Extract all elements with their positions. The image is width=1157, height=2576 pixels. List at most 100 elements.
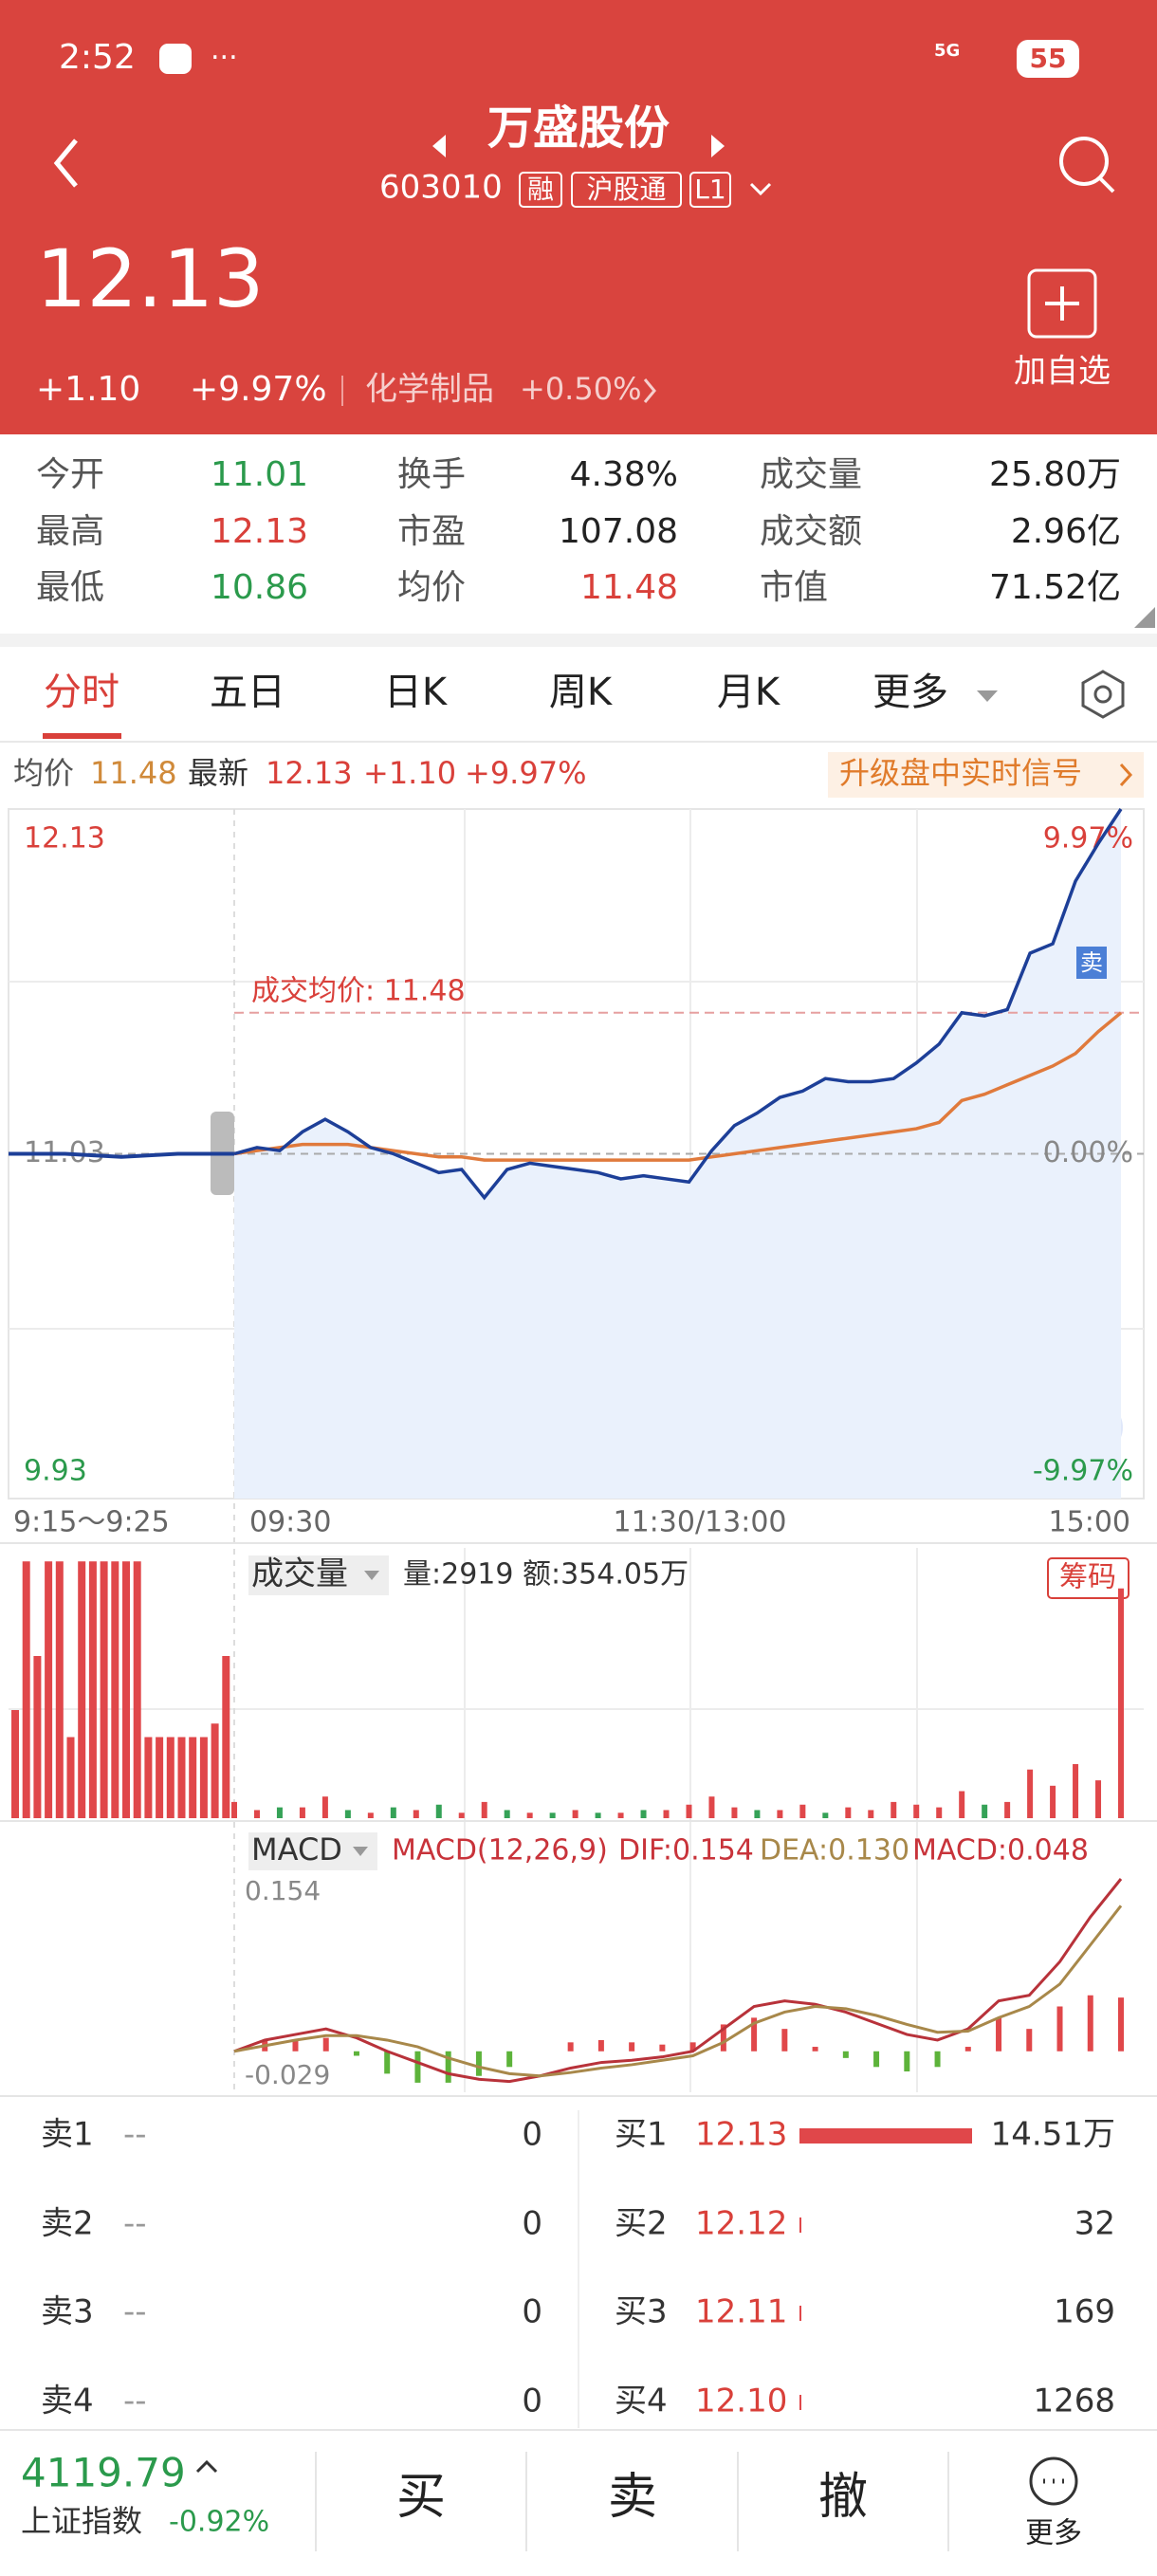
sell-marker-label: 卖 xyxy=(1080,949,1103,976)
back-button[interactable] xyxy=(53,138,78,188)
bid-bar xyxy=(799,2128,972,2144)
volume-bar xyxy=(549,1812,556,1818)
code-dropdown[interactable] xyxy=(749,182,772,196)
bid-price: 12.13 xyxy=(695,2116,787,2154)
plus-icon xyxy=(1045,286,1079,321)
tab-underline xyxy=(43,733,121,739)
premarket-volume-bar xyxy=(111,1561,119,1818)
macd-selector[interactable] xyxy=(248,1832,377,1870)
dif-label: DIF:0.154 xyxy=(618,1834,754,1868)
tab[interactable]: 更多 xyxy=(872,671,948,714)
promo[interactable]: 升级盘中实时信号 xyxy=(839,755,1082,791)
add-watch-label[interactable]: 加自选 xyxy=(1014,353,1111,391)
tag-box xyxy=(519,172,562,208)
volume-bar xyxy=(458,1812,465,1818)
volume-bar xyxy=(731,1807,738,1818)
tag-box xyxy=(689,172,731,208)
macd-params: MACD(12,26,9) xyxy=(392,1834,608,1868)
volume-bar xyxy=(663,1810,670,1818)
premarket-volume-bar xyxy=(11,1710,19,1818)
promo-arrow xyxy=(1119,763,1133,787)
volume-dropdown xyxy=(364,1571,379,1580)
macd-dropdown xyxy=(353,1847,368,1856)
ask-level: 卖4 xyxy=(41,2383,94,2420)
bid-volume: 32 xyxy=(1074,2205,1115,2243)
footer-button[interactable]: 卖 xyxy=(608,2469,657,2526)
premarket-volume-bar xyxy=(45,1561,53,1818)
add-watch-button[interactable] xyxy=(1027,268,1097,339)
volume-bar xyxy=(367,1812,374,1818)
footer-button[interactable]: 撤 xyxy=(818,2469,868,2526)
tab[interactable]: 周K xyxy=(549,671,614,714)
chips-label: 筹码 xyxy=(1059,1561,1116,1594)
premarket-volume-bar xyxy=(199,1737,208,1818)
stat-value: 11.01 xyxy=(211,455,308,494)
avg-label: 均价 xyxy=(13,755,74,791)
bid-level: 买4 xyxy=(615,2383,668,2420)
stat-label: 均价 xyxy=(397,568,466,607)
price-line xyxy=(233,808,1123,1201)
y2-tick-label: -9.97% xyxy=(1033,1455,1133,1488)
ask-price: -- xyxy=(123,2116,147,2154)
settings-icon[interactable] xyxy=(1081,670,1125,719)
tab[interactable]: 五日 xyxy=(210,671,285,714)
premarket-volume-bar xyxy=(144,1737,153,1818)
battery xyxy=(1017,40,1079,78)
x-tick-label: 9:15～9:25 xyxy=(13,1506,170,1539)
premarket-volume-bar xyxy=(78,1561,86,1818)
stat-label: 最高 xyxy=(36,512,104,551)
footer-button[interactable]: 买 xyxy=(396,2469,446,2526)
network: 5G xyxy=(934,41,960,61)
premarket-volume-bar xyxy=(156,1737,164,1818)
volume-title: 成交量 xyxy=(251,1555,348,1593)
status-icon xyxy=(159,44,192,74)
bid-volume: 14.51万 xyxy=(991,2116,1115,2154)
volume-bar xyxy=(1050,1785,1056,1818)
tab[interactable]: 月K xyxy=(717,671,781,714)
stock-code: 603010 xyxy=(379,169,503,207)
bid-price: 12.10 xyxy=(695,2383,787,2420)
volume-bar xyxy=(936,1807,943,1818)
macd-title: MACD xyxy=(251,1831,342,1868)
latest-value: 12.13 xyxy=(266,755,353,791)
sector[interactable]: 化学制品 xyxy=(365,371,494,409)
search-icon[interactable] xyxy=(1059,137,1109,186)
volume-bar xyxy=(481,1801,487,1818)
tag: 沪股通 xyxy=(586,174,666,205)
ask-price: -- xyxy=(123,2293,147,2331)
price-area xyxy=(234,809,1121,1499)
header-bg xyxy=(0,0,1157,434)
promo-bg[interactable] xyxy=(828,752,1144,798)
index-expand[interactable] xyxy=(195,2459,218,2474)
bid-level: 买1 xyxy=(615,2116,668,2154)
stat-value: 12.13 xyxy=(211,512,308,551)
tab[interactable]: 日K xyxy=(384,671,449,714)
more-dropdown[interactable] xyxy=(977,690,998,702)
battery-level: 55 xyxy=(1030,43,1067,74)
next-stock[interactable] xyxy=(711,135,725,157)
change-pct: +9.97% xyxy=(190,370,327,409)
dea-line xyxy=(233,1904,1123,2078)
volume-bar xyxy=(526,1812,533,1818)
volume-selector[interactable] xyxy=(248,1555,389,1595)
volume-bar xyxy=(276,1807,283,1818)
stat-value: 4.38% xyxy=(570,455,678,494)
chips-button[interactable] xyxy=(1047,1557,1129,1599)
expand-corner[interactable] xyxy=(1134,607,1155,628)
volume-bar xyxy=(390,1807,396,1818)
more-icon[interactable] xyxy=(1029,2456,1078,2506)
premarket-volume-bar xyxy=(211,1723,219,1818)
tag-box xyxy=(571,172,682,208)
bid-price: 12.12 xyxy=(695,2205,787,2243)
prev-stock[interactable] xyxy=(432,135,446,157)
premarket-volume-bar xyxy=(22,1561,30,1818)
volume-bar xyxy=(822,1812,829,1818)
volume-bar xyxy=(504,1810,510,1818)
index-value[interactable]: 4119.79 xyxy=(21,2450,186,2496)
footer-button[interactable]: 更多 xyxy=(1025,2517,1082,2550)
tab[interactable]: 分时 xyxy=(44,671,119,714)
stat-value: 10.86 xyxy=(211,568,308,607)
volume-bar xyxy=(1027,1769,1034,1818)
x-tick-label: 15:00 xyxy=(1049,1506,1130,1539)
